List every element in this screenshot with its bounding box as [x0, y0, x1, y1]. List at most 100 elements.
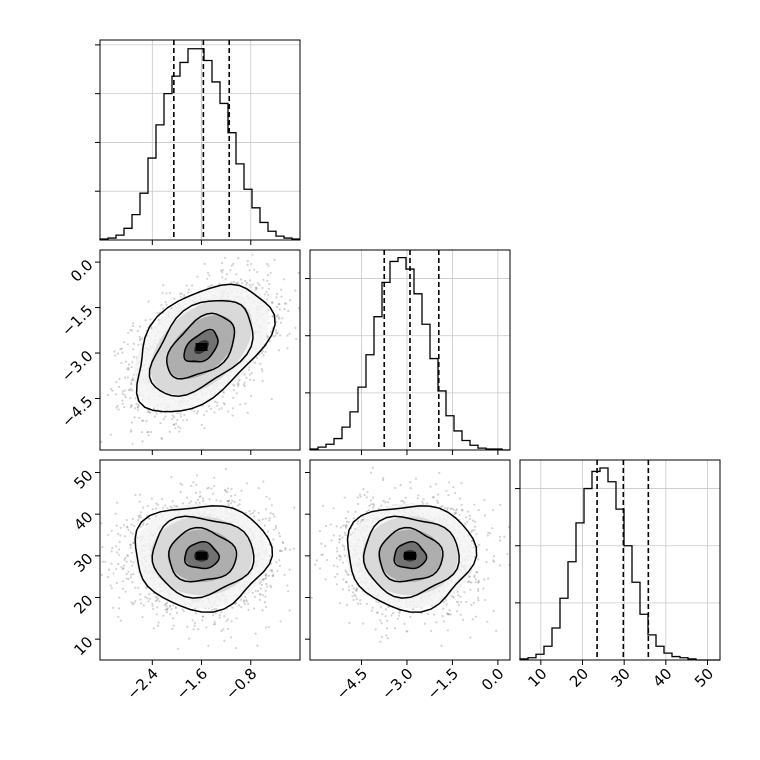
scatter-point: [163, 603, 166, 606]
scatter-point: [259, 362, 262, 365]
scatter-point: [147, 300, 150, 303]
scatter-point: [123, 558, 126, 562]
scatter-point: [249, 512, 252, 516]
scatter-point: [248, 368, 251, 371]
scatter-point: [126, 554, 129, 557]
scatter-point: [266, 336, 269, 339]
scatter-point: [132, 342, 135, 345]
scatter-point: [195, 474, 198, 477]
scatter-point: [270, 569, 273, 572]
scatter-point: [194, 491, 198, 494]
scatter-point: [245, 376, 248, 379]
scatter-point: [323, 232, 325, 234]
scatter-point: [270, 586, 273, 589]
scatter-point: [279, 334, 282, 337]
density-peak: [195, 342, 208, 351]
scatter-point: [250, 371, 253, 374]
scatter-point: [183, 293, 186, 297]
scatter-point: [152, 607, 155, 611]
scatter-point: [116, 352, 120, 355]
scatter-point: [186, 625, 189, 628]
scatter-point: [131, 361, 134, 364]
scatter-point: [137, 404, 140, 407]
scatter-point: [264, 350, 267, 353]
y-tick-label: −4.5: [58, 392, 96, 430]
scatter-point: [119, 619, 122, 622]
scatter-point: [294, 289, 297, 292]
scatter-point: [135, 403, 138, 406]
scatter-point: [139, 593, 142, 596]
scatter-point: [188, 637, 191, 640]
scatter-point: [231, 414, 234, 417]
scatter-point: [235, 617, 238, 620]
scatter-point: [116, 404, 119, 408]
scatter-point: [140, 602, 143, 605]
scatter-point: [281, 317, 284, 320]
scatter-point: [222, 628, 225, 631]
scatter-point: [115, 568, 118, 571]
scatter-point: [138, 325, 142, 328]
scatter-point: [124, 396, 127, 399]
scatter-point: [129, 546, 132, 550]
scatter-point: [251, 591, 254, 594]
scatter-point: [256, 270, 259, 274]
scatter-point: [273, 515, 276, 518]
scatter-point: [279, 620, 282, 623]
scatter-point: [253, 595, 257, 598]
scatter-point: [236, 504, 239, 507]
scatter-point: [261, 609, 264, 612]
scatter-point: [132, 561, 135, 564]
scatter-point: [187, 291, 190, 294]
scatter-point: [227, 502, 230, 506]
scatter-point: [137, 586, 140, 590]
scatter-point: [165, 303, 168, 306]
scatter-point: [203, 427, 206, 430]
scatter-point: [149, 318, 152, 321]
contour-line: [135, 283, 276, 413]
scatter-point: [164, 415, 167, 418]
scatter-point: [266, 279, 269, 282]
scatter-point: [155, 502, 158, 505]
scatter-point: [265, 574, 268, 577]
scatter-point: [106, 393, 110, 396]
scatter-point: [302, 307, 304, 309]
scatter-point: [234, 602, 237, 605]
scatter-point: [161, 307, 165, 310]
scatter-point: [208, 498, 211, 501]
scatter-point: [183, 413, 186, 416]
scatter-point: [227, 499, 230, 502]
scatter-point: [248, 269, 251, 272]
scatter-point: [141, 440, 144, 443]
scatter-point: [146, 504, 149, 508]
scatter-point: [165, 292, 168, 295]
scatter-point: [175, 611, 178, 615]
scatter-point: [110, 587, 113, 590]
scatter-point: [196, 410, 200, 413]
scatter-point: [142, 506, 145, 509]
scatter-point: [64, 390, 66, 392]
scatter-point: [222, 391, 225, 394]
scatter-point: [154, 595, 157, 599]
scatter-point: [117, 408, 120, 411]
scatter-point: [132, 573, 135, 576]
scatter-point: [240, 605, 243, 609]
scatter-point: [284, 302, 288, 305]
scatter-point: [268, 497, 271, 500]
scatter-point: [115, 406, 118, 409]
scatter-point: [264, 595, 267, 598]
axes-frame: [99, 249, 301, 451]
scatter-point: [159, 422, 162, 425]
scatter-point: [278, 564, 282, 567]
scatter-point: [206, 277, 209, 280]
scatter-point: [200, 423, 203, 427]
scatter-point: [129, 531, 132, 534]
scatter-point: [121, 567, 124, 571]
scatter-point: [264, 573, 268, 576]
scatter-point: [264, 605, 268, 609]
scatter-point: [289, 548, 292, 551]
scatter-point: [113, 350, 116, 353]
scatter-point: [226, 491, 229, 494]
scatter-point: [253, 268, 256, 271]
scatter-point: [138, 416, 141, 419]
